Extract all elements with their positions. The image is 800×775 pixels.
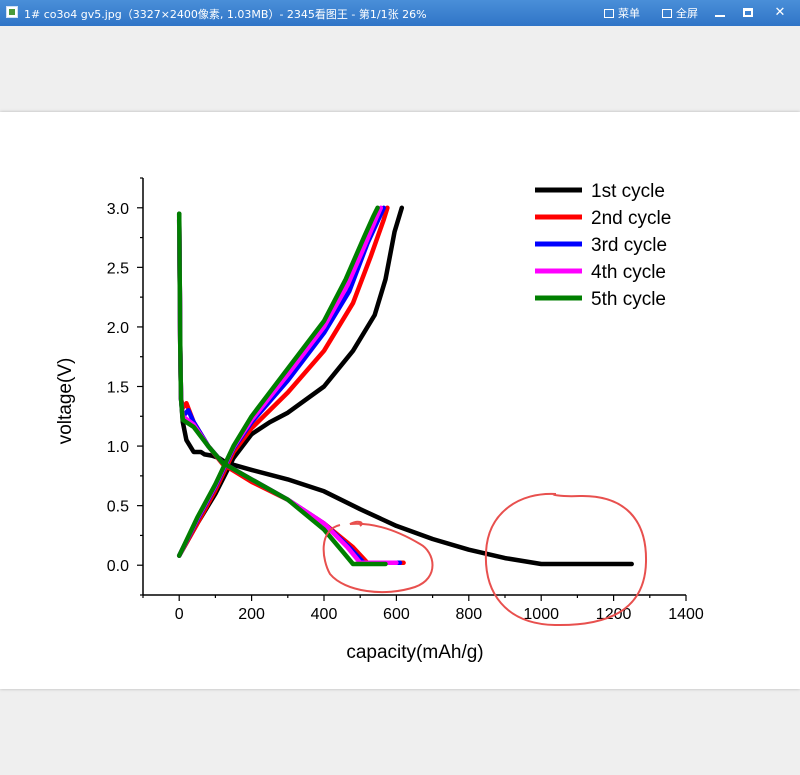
image-viewer-area: 0 200 400 600 800 1000 1200 1400 0.0 0.5 1.0 1.5 2.0… <box>0 26 800 775</box>
y-tick-label: 0.0 <box>107 558 129 575</box>
red-circle-annotation <box>484 492 648 627</box>
legend-label: 4th cycle <box>591 262 666 283</box>
menu-label: 菜单 <box>618 7 640 20</box>
app-icon <box>6 6 18 18</box>
y-tick-label: 2.5 <box>107 260 129 277</box>
series-line-1-discharge <box>176 211 634 567</box>
chart-legend: 1st cycle 2nd cycle 3rd cycle 4th cycle 5th … <box>535 181 671 310</box>
y-tick-label: 2.0 <box>107 320 129 337</box>
series-line-5-discharge <box>176 211 388 567</box>
image-canvas: 0 200 400 600 800 1000 1200 1400 0.0 0.5 1.0 1.5 2.0… <box>0 112 800 689</box>
y-tick-label: 3.0 <box>107 201 129 218</box>
window-title: 1# co3o4 gv5.jpg（3327×2400像素, 1.03MB）- 2… <box>24 8 427 21</box>
x-tick-label: 200 <box>238 606 265 623</box>
minimize-icon <box>715 15 725 17</box>
menu-button[interactable]: 菜单 <box>604 5 640 21</box>
x-tick-label: 0 <box>175 606 184 623</box>
legend-label: 2nd cycle <box>591 208 671 229</box>
window-titlebar: 1# co3o4 gv5.jpg（3327×2400像素, 1.03MB）- 2… <box>0 0 800 26</box>
x-tick-label: 1400 <box>668 606 704 623</box>
chart-series <box>176 205 634 567</box>
x-tick-label: 800 <box>455 606 482 623</box>
series-line-5-charge <box>176 205 380 558</box>
red-circle-annotation <box>322 520 434 594</box>
chart-annotations <box>322 492 648 627</box>
y-tick-label: 0.5 <box>107 499 129 516</box>
fullscreen-button[interactable]: 全屏 <box>662 5 698 21</box>
maximize-button[interactable] <box>734 0 762 26</box>
y-tick-label: 1.0 <box>107 439 129 456</box>
legend-label: 5th cycle <box>591 289 666 310</box>
maximize-icon <box>743 8 753 17</box>
x-tick-label: 400 <box>311 606 338 623</box>
legend-label: 1st cycle <box>591 181 665 202</box>
minimize-button[interactable] <box>706 0 734 26</box>
x-tick-label: 600 <box>383 606 410 623</box>
close-button[interactable]: ✕ <box>766 0 794 26</box>
x-axis-label: capacity(mAh/g) <box>346 642 483 663</box>
y-axis-label: voltage(V) <box>55 358 76 445</box>
fullscreen-label: 全屏 <box>676 7 698 20</box>
close-icon: ✕ <box>774 5 786 20</box>
y-tick-label: 1.5 <box>107 380 129 397</box>
x-tick-label: 1000 <box>523 606 559 623</box>
menu-icon <box>604 9 614 18</box>
chart: 0 200 400 600 800 1000 1200 14000.00.51.01.52.0… <box>55 177 704 663</box>
chart-axes: 0 200 400 600 800 1000 1200 14000.00.51.01.52.0… <box>107 177 704 623</box>
legend-label: 3rd cycle <box>591 235 667 256</box>
fullscreen-icon <box>662 9 672 18</box>
